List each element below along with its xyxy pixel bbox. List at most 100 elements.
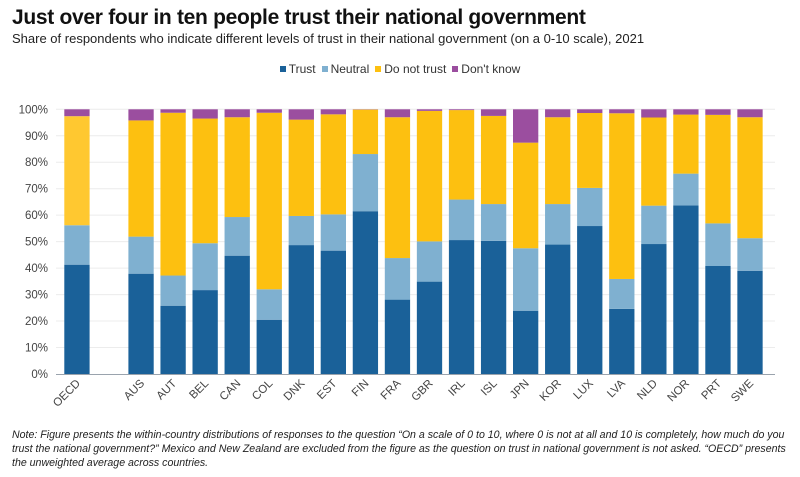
legend-label: Trust: [288, 62, 316, 76]
y-tick-label: 70%: [25, 184, 48, 196]
x-tick-label: ISL: [479, 377, 500, 398]
bar-segment-trust-fin: [352, 211, 379, 374]
x-tick-label: IRL: [447, 377, 469, 399]
bar-segment-do-not-trust-nor: [673, 114, 699, 174]
bar-segment-do-not-trust-irl: [448, 110, 475, 200]
bar-segment-neutral-gbr: [416, 241, 443, 282]
bar-segment-trust-aus: [128, 273, 154, 374]
x-tick-label: KOR: [538, 378, 564, 404]
y-tick-label: 0%: [31, 369, 48, 381]
x-tick-label: GBR: [410, 378, 436, 404]
bar-segment-neutral-dnk: [288, 215, 314, 246]
bar-segment-don-t-know-prt: [705, 109, 731, 115]
bar-segment-neutral-nor: [673, 173, 699, 206]
bar-segment-do-not-trust-col: [256, 112, 282, 290]
bar-segment-do-not-trust-can: [224, 117, 250, 218]
bar-segment-do-not-trust-jpn: [513, 142, 539, 249]
bar-segment-trust-swe: [737, 270, 763, 374]
bar-segment-do-not-trust-aut: [160, 112, 186, 276]
bar-segment-neutral-lva: [609, 278, 635, 309]
bar-segment-neutral-aus: [128, 236, 154, 274]
bar-segment-trust-jpn: [513, 310, 539, 374]
bar-segment-do-not-trust-bel: [192, 118, 218, 244]
bar-segment-don-t-know-irl: [448, 109, 475, 111]
bar-segment-do-not-trust-lva: [609, 113, 635, 279]
bar-segment-neutral-aut: [160, 275, 186, 306]
y-tick-label: 50%: [25, 237, 48, 249]
bar-segment-don-t-know-lux: [577, 109, 603, 114]
bar-segment-do-not-trust-isl: [480, 115, 507, 205]
x-tick-label: PRT: [699, 378, 724, 403]
bar-segment-neutral-kor: [545, 204, 571, 245]
bar-segment-don-t-know-isl: [480, 109, 507, 116]
bar-segment-neutral-prt: [705, 223, 731, 267]
x-tick-label: COL: [250, 377, 276, 403]
x-tick-label: LVA: [605, 377, 628, 400]
bar-segment-trust-prt: [705, 266, 731, 374]
bar-segment-do-not-trust-fin: [352, 109, 379, 155]
bar-segment-trust-gbr: [416, 281, 443, 374]
legend-item: Trust: [279, 62, 316, 76]
legend: Trust Neutral Do not trust Don't know: [0, 62, 800, 76]
legend-item: Do not trust: [375, 62, 446, 76]
chart-subtitle: Share of respondents who indicate differ…: [12, 31, 645, 46]
bar-segment-do-not-trust-aus: [128, 120, 154, 237]
y-tick-label: 90%: [25, 131, 48, 143]
bar-segment-do-not-trust-dnk: [288, 119, 314, 216]
bar-segment-don-t-know-lva: [609, 109, 635, 114]
chart-title: Just over four in ten people trust their…: [12, 6, 586, 29]
bar-segment-trust-can: [224, 255, 250, 374]
bar-segment-don-t-know-oecd: [64, 109, 90, 117]
x-tick-label: EST: [315, 378, 339, 402]
bar-segment-trust-col: [256, 319, 282, 374]
bar-segment-don-t-know-fra: [384, 109, 411, 118]
bar-segment-trust-lva: [609, 308, 635, 374]
bar-segment-don-t-know-can: [224, 109, 250, 118]
legend-label: Neutral: [330, 62, 370, 76]
x-tick-label: AUT: [154, 378, 179, 403]
bar-segment-don-t-know-col: [256, 109, 282, 113]
bar-segment-neutral-irl: [448, 199, 475, 241]
bar-segment-do-not-trust-nld: [641, 117, 667, 206]
bar-segment-don-t-know-swe: [737, 109, 763, 118]
bar-segment-trust-aut: [160, 305, 186, 374]
x-tick-label: CAN: [218, 378, 244, 404]
bar-segment-trust-irl: [448, 240, 475, 374]
bar-segment-trust-est: [320, 250, 346, 374]
y-tick-label: 100%: [19, 104, 48, 116]
bar-segment-do-not-trust-lux: [577, 113, 603, 188]
legend-swatch: [375, 66, 382, 72]
x-tick-label: DNK: [282, 377, 308, 403]
bar-segment-trust-lux: [577, 226, 603, 374]
bar-segment-don-t-know-aut: [160, 109, 186, 113]
x-tick-label: SWE: [729, 377, 756, 404]
bar-segment-neutral-bel: [192, 243, 218, 291]
x-tick-label: FIN: [350, 378, 372, 400]
bar-segment-do-not-trust-est: [320, 114, 346, 215]
bar-segment-do-not-trust-fra: [384, 117, 411, 259]
x-tick-label: LUX: [572, 377, 597, 402]
x-tick-label: NLD: [635, 378, 660, 403]
y-tick-label: 30%: [25, 290, 48, 302]
legend-item: Neutral: [321, 62, 370, 76]
bar-segment-neutral-est: [320, 214, 346, 251]
bar-segment-do-not-trust-oecd: [64, 116, 90, 226]
chart-note: Note: Figure presents the within-country…: [12, 429, 786, 469]
bar-segment-do-not-trust-kor: [545, 117, 571, 205]
bar-segment-neutral-swe: [737, 238, 763, 271]
x-tick-label: NOR: [665, 378, 692, 405]
bar-segment-trust-nld: [641, 244, 667, 374]
y-tick-label: 10%: [25, 343, 48, 355]
bar-segment-trust-kor: [545, 244, 571, 374]
bar-segment-don-t-know-gbr: [416, 109, 443, 111]
bar-segment-neutral-isl: [480, 204, 507, 241]
bar-segment-don-t-know-nld: [641, 109, 667, 118]
bar-segment-trust-isl: [480, 240, 507, 374]
bar-segment-trust-nor: [673, 205, 699, 374]
bar-segment-don-t-know-bel: [192, 109, 218, 119]
legend-swatch: [321, 66, 328, 72]
x-tick-label: AUS: [122, 377, 147, 402]
bar-segment-don-t-know-nor: [673, 109, 699, 115]
bar-segment-neutral-oecd: [64, 225, 90, 265]
